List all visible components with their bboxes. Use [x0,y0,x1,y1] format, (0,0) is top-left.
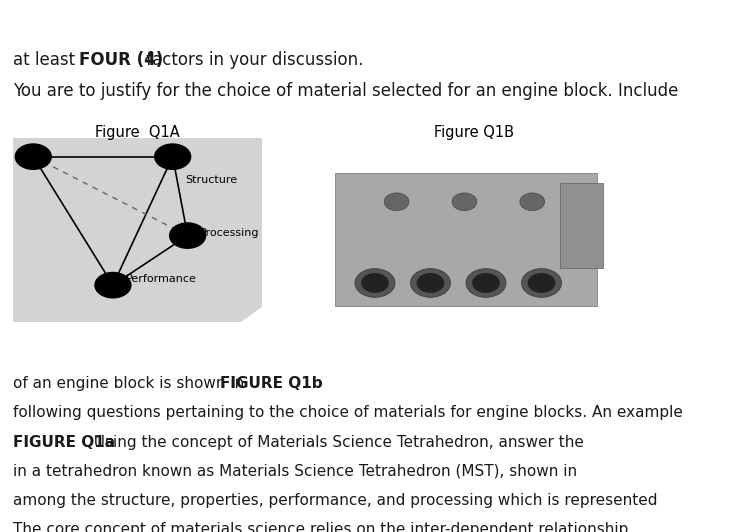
Text: .: . [291,376,296,391]
Circle shape [522,269,562,297]
Circle shape [15,143,52,170]
Circle shape [154,143,192,170]
Circle shape [466,269,506,297]
Text: among the structure, properties, performance, and processing which is represente: among the structure, properties, perform… [13,493,658,508]
Text: of an engine block is shown in: of an engine block is shown in [13,376,250,391]
Text: Processing: Processing [200,228,259,238]
Text: FIGURE Q1b: FIGURE Q1b [219,376,322,391]
Circle shape [417,273,444,293]
Text: FIGURE Q1a: FIGURE Q1a [13,435,115,450]
Text: in a tetrahedron known as Materials Science Tetrahedron (MST), shown in: in a tetrahedron known as Materials Scie… [13,464,577,479]
Circle shape [528,273,555,293]
Polygon shape [241,307,262,322]
Text: Structure: Structure [185,175,237,185]
Circle shape [520,193,545,211]
Text: at least: at least [13,51,81,69]
Text: following questions pertaining to the choice of materials for engine blocks. An : following questions pertaining to the ch… [13,405,684,420]
Text: You are to justify for the choice of material selected for an engine block. Incl: You are to justify for the choice of mat… [13,82,679,101]
Circle shape [355,269,395,297]
Text: factors in your discussion.: factors in your discussion. [140,51,363,69]
Circle shape [472,273,500,293]
Bar [13,138,262,322]
Circle shape [361,273,389,293]
Circle shape [452,193,477,211]
Text: . Using the concept of Materials Science Tetrahedron, answer the: . Using the concept of Materials Science… [85,435,584,450]
Circle shape [169,222,207,249]
Bar [335,173,597,305]
Text: The core concept of materials science relies on the inter-dependent relationship: The core concept of materials science re… [13,522,629,532]
Circle shape [384,193,409,211]
Text: Performance: Performance [126,274,196,284]
Text: FOUR (4): FOUR (4) [79,51,163,69]
Bar [319,136,628,325]
Text: Figure Q1B: Figure Q1B [434,125,513,140]
Circle shape [94,272,132,298]
Circle shape [410,269,450,297]
Text: Figure  Q1A: Figure Q1A [95,125,181,140]
Bar [560,183,603,268]
